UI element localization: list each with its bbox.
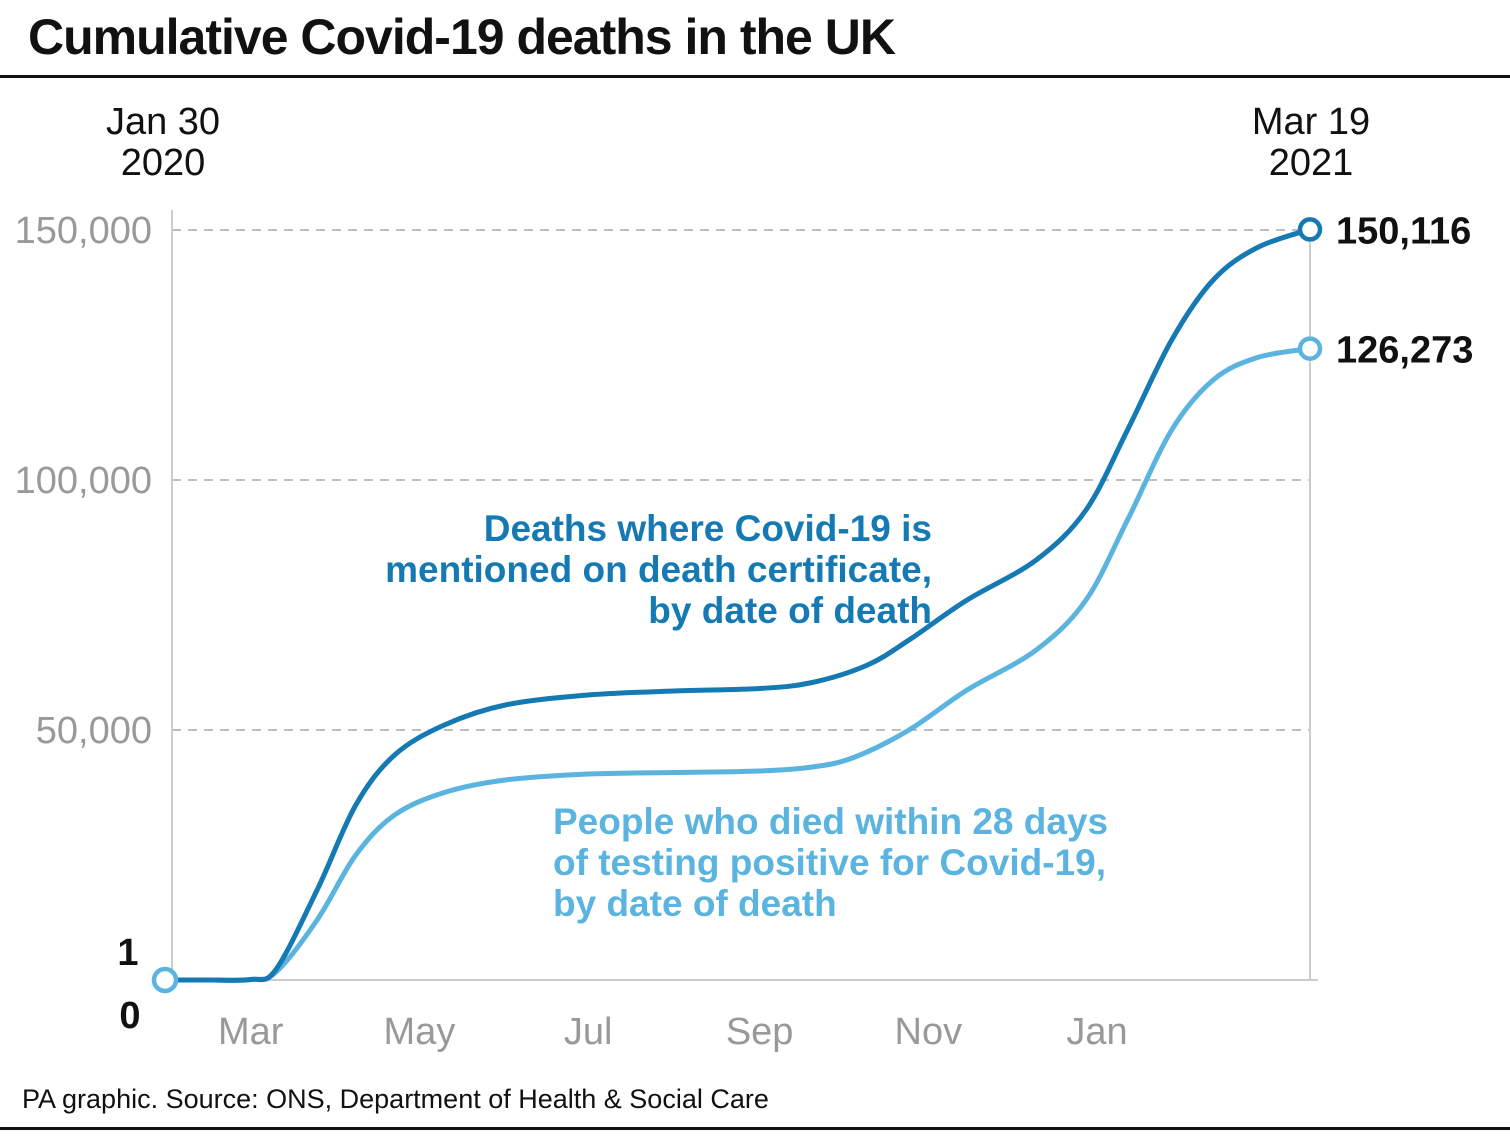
x-tick-label: Sep xyxy=(726,1011,794,1053)
x-tick-label: Jan xyxy=(1066,1011,1127,1053)
start-date-label: 2020 xyxy=(121,142,206,184)
x-tick-label: Mar xyxy=(218,1011,284,1053)
start-date-label: Jan 30 xyxy=(106,101,220,143)
y-label-zero: 0 xyxy=(119,995,140,1037)
series-end-value-label: 126,273 xyxy=(1336,330,1473,372)
y-tick-label: 50,000 xyxy=(36,710,152,752)
y-label-one: 1 xyxy=(117,932,138,974)
source-note: PA graphic. Source: ONS, Department of H… xyxy=(22,1084,769,1114)
end-date-label: Mar 19 xyxy=(1252,101,1370,143)
x-tick-label: Jul xyxy=(564,1011,613,1053)
series-annotation-28-days: of testing positive for Covid-19, xyxy=(553,842,1106,883)
x-tick-label: Nov xyxy=(895,1011,963,1053)
series-end-marker xyxy=(1297,336,1323,361)
series-annotation-death-certificate: mentioned on death certificate, xyxy=(385,549,932,590)
bottom-rule xyxy=(0,1127,1510,1130)
end-date-label: 2021 xyxy=(1269,142,1354,184)
series-end-value-label: 150,116 xyxy=(1336,210,1471,252)
series-line-death-certificate xyxy=(162,226,1313,983)
series-annotation-death-certificate: by date of death xyxy=(648,590,932,631)
y-tick-label: 100,000 xyxy=(15,460,152,502)
series-end-marker xyxy=(1297,217,1323,242)
series-annotation-28-days: People who died within 28 days xyxy=(553,801,1108,842)
chart-title: Cumulative Covid-19 deaths in the UK xyxy=(28,9,896,65)
x-tick-label: May xyxy=(384,1011,456,1053)
series-start-marker xyxy=(151,966,179,994)
series-annotation-death-certificate: Deaths where Covid-19 is xyxy=(484,508,932,549)
series-annotation-28-days: by date of death xyxy=(553,883,837,924)
top-rule xyxy=(0,75,1510,78)
y-tick-label: 150,000 xyxy=(15,210,152,252)
covid-deaths-chart: 50,000 100,000 150,000 1 0 Mar May Jul Sep Nov Jan… xyxy=(15,101,1474,1053)
series-line-28-days xyxy=(162,346,1313,983)
